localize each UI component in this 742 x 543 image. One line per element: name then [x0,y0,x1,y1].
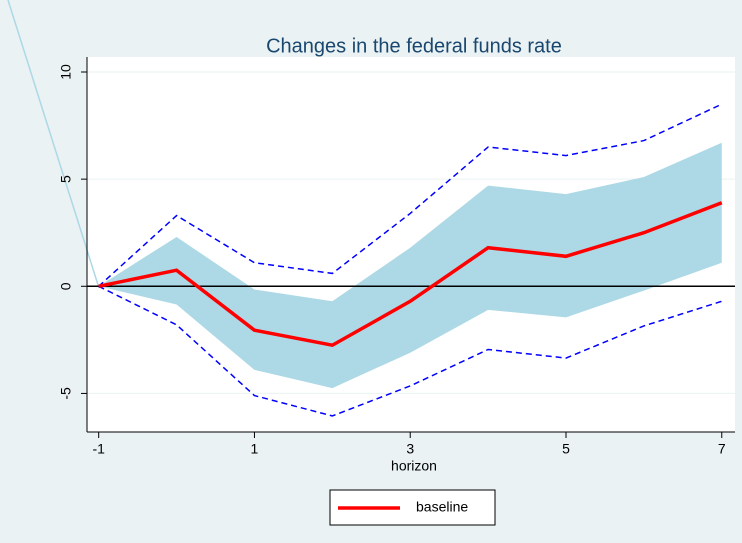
y-tick-label: 0 [58,282,74,290]
decoration-line [7,0,100,289]
x-tick-label: 1 [251,441,259,457]
y-tick-label: 5 [58,175,74,183]
chart-title: Changes in the federal funds rate [266,35,562,57]
legend-label: baseline [416,499,468,515]
confidence-band [98,142,722,389]
x-axis-label: horizon [391,458,437,474]
y-tick-label: 10 [58,64,74,80]
x-tick-label: 3 [406,441,414,457]
series-line [98,201,723,348]
y-tick-label: -5 [58,387,74,400]
bound-line [98,103,723,287]
x-tick-label: 5 [562,441,570,457]
x-tick-label: -1 [92,441,105,457]
x-tick-label: 7 [718,441,726,457]
bound-line [98,285,722,417]
legend-box [329,489,496,526]
